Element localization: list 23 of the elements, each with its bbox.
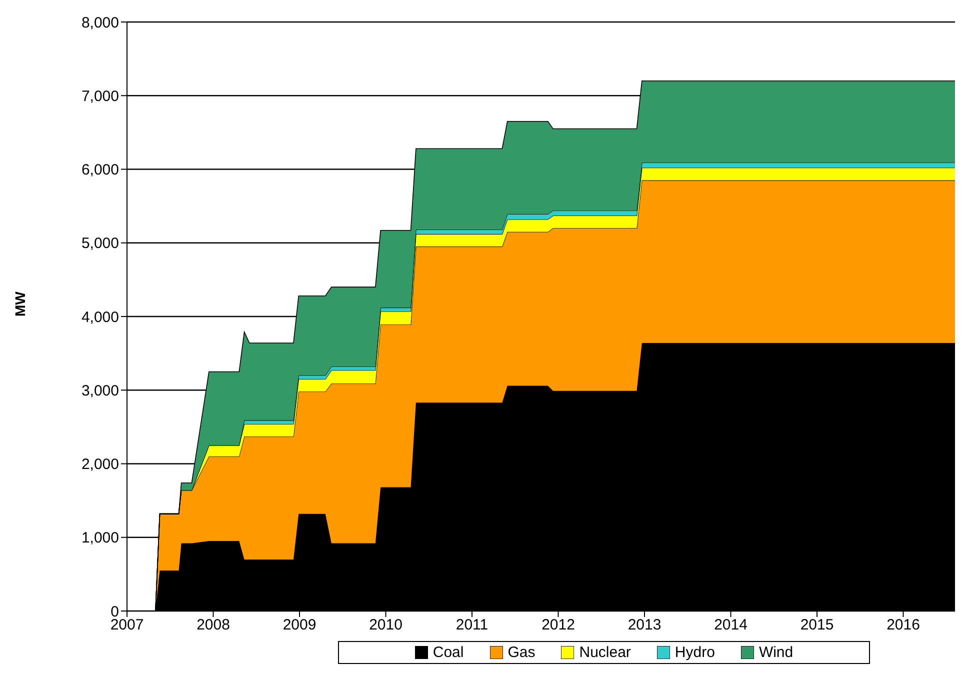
x-tick-label: 2014 [714, 616, 748, 634]
x-tick-label: 2011 [456, 616, 488, 634]
x-tick-label: 2010 [369, 616, 402, 634]
legend-label: Nuclear [579, 644, 631, 661]
y-tick-label: 7,000 [81, 88, 119, 105]
legend-label: Wind [758, 644, 794, 661]
x-tick-label: 2016 [886, 616, 920, 634]
y-tick-label: 1,000 [81, 530, 119, 547]
legend-label: Coal [432, 644, 464, 661]
x-tick-label: 2008 [196, 616, 230, 634]
x-tick-label: 2015 [800, 616, 834, 634]
x-tick-label: 2012 [542, 616, 575, 634]
legend-label: Hydro [674, 644, 715, 661]
y-tick-label: 6,000 [81, 162, 119, 179]
legend-label: Gas [508, 644, 536, 661]
y-tick-label: 5,000 [81, 235, 119, 252]
y-axis-title: MW [12, 290, 28, 316]
x-tick-label: 2013 [628, 616, 662, 634]
y-tick-label: 4,000 [81, 308, 119, 326]
y-tick-label: 2,000 [81, 456, 119, 474]
y-tick-label: 3,000 [81, 382, 119, 400]
x-tick-label: 2009 [282, 616, 316, 634]
y-tick-label: 8,000 [81, 14, 119, 32]
